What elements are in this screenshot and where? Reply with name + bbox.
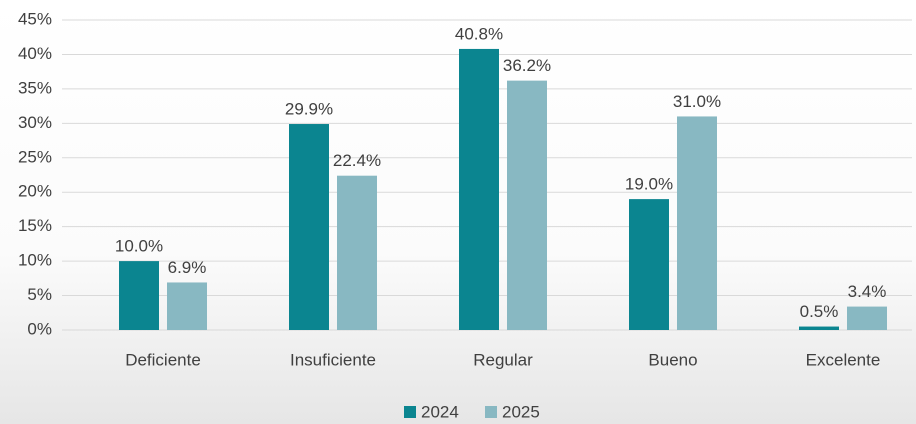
value-label: 0.5%	[800, 302, 839, 321]
x-tick-label: Deficiente	[125, 350, 201, 369]
value-label: 29.9%	[285, 100, 333, 119]
legend-label: 2024	[421, 402, 459, 421]
y-tick-label: 20%	[18, 182, 52, 201]
bar	[677, 116, 717, 330]
y-tick-label: 5%	[27, 285, 52, 304]
bar	[119, 261, 159, 330]
value-label: 36.2%	[503, 56, 551, 75]
value-label: 3.4%	[848, 282, 887, 301]
bar	[629, 199, 669, 330]
y-tick-label: 0%	[27, 319, 52, 338]
bar	[459, 48, 499, 330]
bar	[289, 124, 329, 331]
y-tick-label: 10%	[18, 251, 52, 270]
bar	[847, 306, 887, 330]
bar	[337, 175, 377, 330]
value-label: 19.0%	[625, 175, 673, 194]
x-tick-label: Regular	[473, 350, 533, 369]
legend-swatch	[404, 406, 416, 418]
bar	[799, 326, 839, 330]
y-tick-label: 25%	[18, 147, 52, 166]
y-tick-label: 15%	[18, 216, 52, 235]
value-label: 22.4%	[333, 151, 381, 170]
y-tick-label: 40%	[18, 44, 52, 63]
bar	[167, 282, 207, 330]
x-tick-label: Insuficiente	[290, 350, 376, 369]
value-label: 10.0%	[115, 237, 163, 256]
bar	[507, 80, 547, 330]
value-label: 31.0%	[673, 92, 721, 111]
legend-label: 2025	[502, 402, 540, 421]
legend-swatch	[485, 406, 497, 418]
y-tick-label: 45%	[18, 9, 52, 28]
y-tick-label: 30%	[18, 113, 52, 132]
x-tick-label: Excelente	[806, 350, 881, 369]
value-label: 40.8%	[455, 24, 503, 43]
x-tick-label: Bueno	[648, 350, 697, 369]
value-label: 6.9%	[168, 258, 207, 277]
y-tick-label: 35%	[18, 78, 52, 97]
